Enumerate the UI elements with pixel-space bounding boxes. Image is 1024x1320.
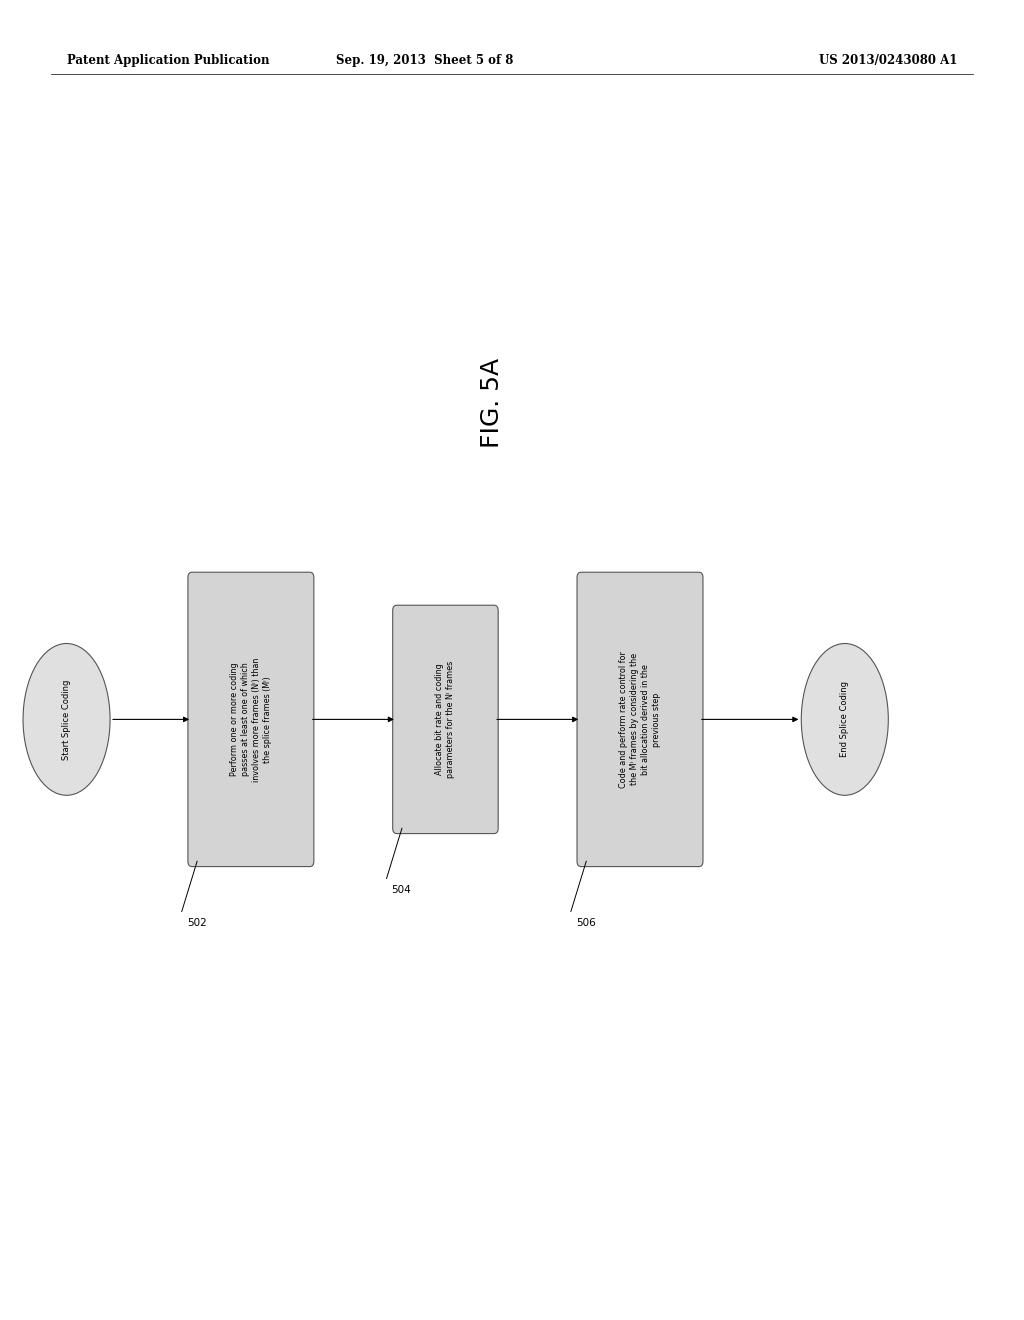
Text: 506: 506 xyxy=(575,919,596,928)
Ellipse shape xyxy=(801,644,888,795)
Text: 504: 504 xyxy=(391,884,412,895)
FancyBboxPatch shape xyxy=(578,573,702,866)
Text: Patent Application Publication: Patent Application Publication xyxy=(67,54,269,67)
Text: FIG. 5A: FIG. 5A xyxy=(479,358,504,447)
Text: Allocate bit rate and coding
parameters for the Nᴵ frames: Allocate bit rate and coding parameters … xyxy=(435,661,456,777)
Text: 502: 502 xyxy=(186,919,207,928)
Text: Start Splice Coding: Start Splice Coding xyxy=(62,680,71,759)
Text: Code and perform rate control for
the Mᴵ frames by considering the
bit allocatio: Code and perform rate control for the Mᴵ… xyxy=(618,651,662,788)
Text: End Splice Coding: End Splice Coding xyxy=(841,681,849,758)
FancyBboxPatch shape xyxy=(188,573,313,866)
Text: Sep. 19, 2013  Sheet 5 of 8: Sep. 19, 2013 Sheet 5 of 8 xyxy=(336,54,514,67)
Text: US 2013/0243080 A1: US 2013/0243080 A1 xyxy=(819,54,957,67)
Text: Perform one or more coding
passes at least one of which
involves more frames (Nᴵ: Perform one or more coding passes at lea… xyxy=(229,657,272,781)
FancyBboxPatch shape xyxy=(393,605,499,834)
Ellipse shape xyxy=(23,644,111,795)
